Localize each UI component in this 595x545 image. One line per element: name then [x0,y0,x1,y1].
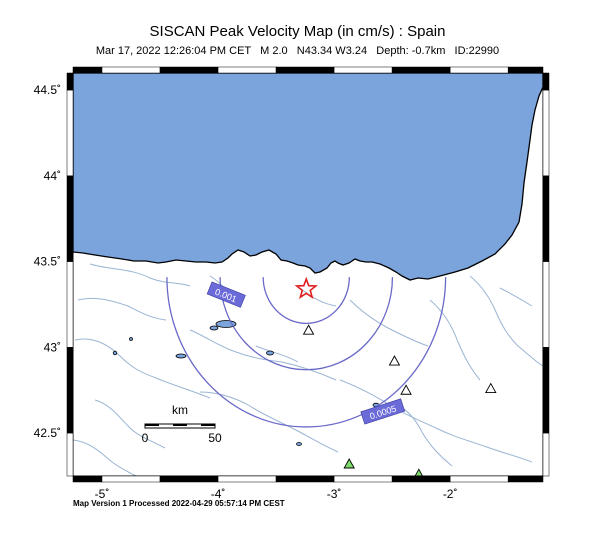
epicenter-star-icon [294,276,318,300]
map-body [73,73,543,476]
contour-line [166,277,447,428]
reservoirs [112,320,380,446]
bottom-bar-segment [391,475,451,483]
station-triangle-icon [400,384,412,395]
lat-tick-label: 44.5˚ [34,83,61,97]
right-bar-segment [542,261,550,348]
right-bar-segment [542,432,550,477]
top-bar-segment [101,66,161,74]
station-triangle-icon [302,324,315,335]
top-bar-segment [391,66,451,74]
contour-line [219,277,394,371]
top-bar-segment [217,66,277,74]
scale-left-label: 0 [142,431,149,445]
bottom-bar-segment [449,475,509,483]
top-bar-segment [275,66,335,74]
left-bar-segment [66,261,74,348]
lat-tick-label: 43˚ [44,340,61,354]
axis-ticks: 44.5˚ 44˚ 43.5˚ 43˚ 42.5˚ -5˚ -4˚ -3˚ -2˚ [34,83,458,501]
contour-line [262,277,351,325]
scale-segment-2 [173,424,187,426]
scale-right-label: 50 [208,431,222,445]
map-subtitle: Mar 17, 2022 12:26:04 PM CET M 2.0 N43.3… [95,45,500,57]
bottom-bar-segment [275,475,335,483]
contour-layer [166,277,447,428]
bottom-bar-segment [333,475,393,483]
top-bar-segment [72,66,103,74]
bottom-bar-segment [507,475,544,483]
station-triangle-icon [388,355,401,366]
right-bar-segment [542,89,550,177]
lon-tick-label: -2˚ [443,487,458,501]
contour-label-box [206,281,246,308]
epicenter-layer [294,276,318,300]
sea-area [73,73,543,281]
left-bar-segment [66,347,74,434]
scale-bar: km 0 50 [142,403,222,445]
left-bar-segment [66,72,74,91]
right-bar-segment [542,175,550,262]
lon-tick-label: -3˚ [327,487,342,501]
lat-tick-label: 43.5˚ [34,255,61,269]
map-title: SISCAN Peak Velocity Map (in cm/s) : Spa… [149,23,446,40]
bottom-bar-segment [101,475,161,483]
top-bar-segment [507,66,544,74]
left-bar-segment [66,432,74,477]
top-bar-segment [449,66,509,74]
bottom-bar-segment [217,475,277,483]
scale-segment-3 [201,424,215,426]
right-bar-segment [542,72,550,91]
scale-unit: km [172,403,188,417]
left-bar-segment [66,89,74,177]
lon-tick-label: -4˚ [211,487,226,501]
map-footer: Map Version 1 Processed 2022-04-29 05:57… [73,499,285,508]
station-triangle-icon [343,458,355,469]
lat-tick-label: 44˚ [44,169,61,183]
scale-segment-1 [145,424,159,426]
right-bar-segment [542,347,550,434]
station-triangle-icon [485,382,497,393]
left-bar-segment [66,175,74,262]
top-bar-segment [333,66,393,74]
top-bar-segment [159,66,219,74]
frame-border-bars [66,66,550,483]
lon-tick-label: -5˚ [95,487,110,501]
contour-label-box [360,398,406,425]
bottom-bar-segment [72,475,103,483]
bottom-bar-segment [159,475,219,483]
lat-tick-label: 42.5˚ [34,426,61,440]
